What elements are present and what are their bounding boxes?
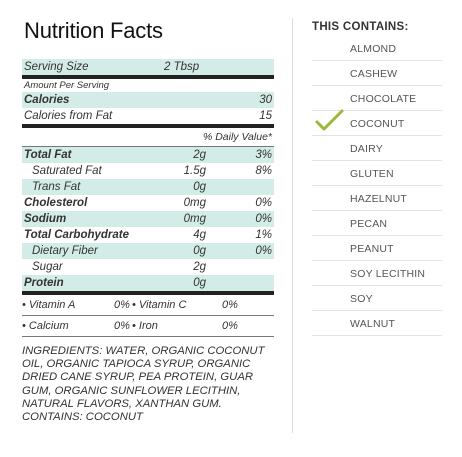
nutrient-row-total-fat: Total Fat 2g 3%	[22, 147, 274, 163]
allergen-item: ALMOND	[312, 36, 442, 61]
allergen-item: HAZELNUT	[312, 186, 442, 211]
divider-thick	[22, 75, 274, 79]
serving-size-label: Serving Size	[24, 61, 89, 73]
nutrient-pct: 3%	[255, 149, 272, 161]
serving-size-value: 2 Tbsp	[164, 61, 200, 73]
divider-thin	[22, 336, 274, 337]
nutrient-row-cholesterol: Cholesterol 0mg 0%	[22, 195, 274, 211]
divider-thick	[22, 291, 274, 295]
allergen-items: ALMOND CASHEW CHOCOLATE COCONUT DAIRY GLUTEN H…	[312, 36, 442, 336]
vitamin-pct: 0%	[222, 320, 238, 332]
nutrient-amount: 2g	[193, 149, 206, 161]
nutrient-amount: 0g	[193, 277, 206, 289]
nutrient-pct: 0%	[255, 197, 272, 209]
contains-title: THIS CONTAINS:	[312, 21, 409, 33]
nutrition-facts-title: Nutrition Facts	[24, 18, 163, 43]
allergen-item: WALNUT	[312, 311, 442, 336]
nutrient-label: Dietary Fiber	[32, 245, 98, 257]
nutrient-amount: 0mg	[183, 197, 206, 209]
nutrient-label: Saturated Fat	[32, 165, 102, 177]
divider-thin	[22, 315, 274, 316]
allergen-label: HAZELNUT	[350, 193, 408, 205]
nutrient-row-dietary-fiber: Dietary Fiber 0g 0%	[22, 243, 274, 259]
allergen-item: GLUTEN	[312, 161, 442, 186]
calories-label: Calories	[24, 94, 70, 106]
allergen-item: PECAN	[312, 211, 442, 236]
nutrient-label: Sugar	[32, 261, 63, 273]
calories-value: 30	[259, 94, 272, 106]
nutrient-row-total-carbohydrate: Total Carbohydrate 4g 1%	[22, 227, 274, 243]
nutrient-label: Sodium	[24, 213, 67, 225]
vitamin-row: • Vitamin A 0% • Vitamin C 0%	[22, 295, 274, 315]
daily-value-header-row: % Daily Value*	[22, 128, 274, 146]
amount-per-serving-label: Amount Per Serving	[24, 80, 110, 91]
allergen-item: DAIRY	[312, 136, 442, 161]
allergen-label: PECAN	[350, 218, 388, 230]
nutrient-pct: 0%	[255, 245, 272, 257]
vitamin-label: • Vitamin A	[22, 299, 76, 311]
vitamin-label: • Iron	[132, 320, 158, 332]
vitamin-label: • Vitamin C	[132, 299, 187, 311]
nutrient-label: Cholesterol	[24, 197, 88, 209]
nutrient-amount: 4g	[193, 229, 206, 241]
vitamin-pct: 0%	[114, 299, 130, 311]
nutrient-row-sodium: Sodium 0mg 0%	[22, 211, 274, 227]
nutrient-amount: 0mg	[183, 213, 206, 225]
allergen-label: ALMOND	[350, 43, 397, 55]
calories-fat-label: Calories from Fat	[24, 110, 113, 122]
nutrient-row-saturated-fat: Saturated Fat 1.5g 8%	[22, 163, 274, 179]
vitamin-label: • Calcium	[22, 320, 69, 332]
allergen-list: THIS CONTAINS: ALMOND CASHEW CHOCOLATE COCO…	[312, 18, 442, 336]
nutrient-label: Total Fat	[24, 149, 72, 161]
nutrient-row-sugar: Sugar 2g	[22, 259, 274, 275]
nutrient-label: Total Carbohydrate	[24, 229, 130, 241]
vitamin-pct: 0%	[114, 320, 130, 332]
calories-fat-value: 15	[259, 110, 272, 122]
nutrient-amount: 2g	[193, 261, 206, 273]
allergen-label: SOY	[350, 293, 373, 305]
allergen-label: PEANUT	[350, 243, 394, 255]
serving-size-row: Serving Size 2 Tbsp	[22, 59, 274, 75]
nutrient-label: Protein	[24, 277, 64, 289]
calories-row: Calories 30	[22, 92, 274, 108]
divider-thick	[22, 124, 274, 128]
allergen-label: CHOCOLATE	[350, 93, 417, 105]
allergen-label: SOY LECITHIN	[350, 268, 426, 280]
vitamin-pct: 0%	[222, 299, 238, 311]
amount-per-serving: Amount Per Serving	[22, 79, 274, 92]
allergen-label: WALNUT	[350, 318, 396, 330]
allergen-label: CASHEW	[350, 68, 398, 80]
allergen-label: GLUTEN	[350, 168, 394, 180]
allergen-item: CHOCOLATE	[312, 86, 442, 111]
allergen-item: SOY LECITHIN	[312, 261, 442, 286]
nutrient-amount: 0g	[193, 245, 206, 257]
nutrition-facts-panel: Nutrition Facts Serving Size 2 Tbsp Amou…	[22, 18, 274, 424]
vitamin-row: • Calcium 0% • Iron 0%	[22, 316, 274, 336]
nutrient-pct: 0%	[255, 213, 272, 225]
allergen-item: PEANUT	[312, 236, 442, 261]
nutrient-row-protein: Protein 0g	[22, 275, 274, 291]
allergen-label: DAIRY	[350, 143, 383, 155]
nutrient-row-trans-fat: Trans Fat 0g	[22, 179, 274, 195]
divider-thin	[22, 146, 274, 147]
nutrient-amount: 1.5g	[183, 165, 206, 177]
daily-value-header: % Daily Value*	[202, 131, 272, 143]
checkmark-icon	[315, 109, 344, 131]
allergen-item: SOY	[312, 286, 442, 311]
allergen-item: CASHEW	[312, 61, 442, 86]
allergen-label: COCONUT	[350, 118, 405, 130]
nutrient-pct: 1%	[255, 229, 272, 241]
nutrient-amount: 0g	[193, 181, 206, 193]
allergen-item: COCONUT	[312, 109, 442, 136]
ingredients-text: Ingredients: WATER, ORGANIC COCONUT OIL,…	[22, 345, 265, 424]
vertical-divider	[292, 18, 293, 433]
calories-fat-row: Calories from Fat 15	[22, 108, 274, 124]
nutrient-label: Trans Fat	[32, 181, 81, 193]
nutrient-pct: 8%	[255, 165, 272, 177]
